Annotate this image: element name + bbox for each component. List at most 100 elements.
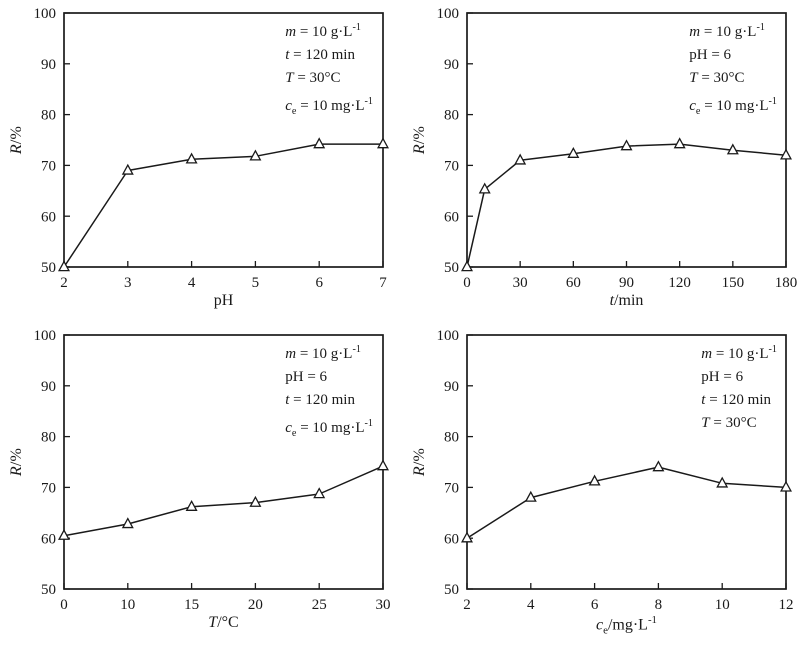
x-axis-label: pH — [64, 292, 383, 310]
text-segment: = 30°C — [709, 415, 757, 431]
plot-svg: 50 60 70 80 90 100 0 30 60 90 120 150 180 — [437, 6, 798, 291]
data-point-marker — [567, 146, 580, 158]
condition-annotation: m = 10 g·L-1 t = 120 min T = 30°C ce = 10 m… — [285, 16, 373, 123]
x-tick-label: 30 — [513, 275, 528, 291]
annotation-line: t = 120 min — [285, 389, 373, 412]
data-point-marker — [249, 495, 262, 507]
data-point-marker — [716, 476, 729, 488]
annotation-line: T = 30°C — [689, 67, 777, 90]
x-axis-label: ce/mg·L-1 — [467, 614, 786, 637]
annotation-line: pH = 6 — [701, 366, 777, 389]
annotation-line: T = 30°C — [701, 412, 777, 435]
plot-frame — [466, 334, 787, 590]
text-segment: = 10 g·L — [296, 346, 353, 362]
text-segment: = 10 g·L — [700, 24, 757, 40]
data-point-marker — [652, 460, 665, 472]
x-tick-label: 20 — [248, 597, 263, 613]
text-segment: -1 — [364, 418, 374, 429]
text-segment: R — [411, 466, 428, 477]
annotation-line: m = 10 g·L-1 — [285, 16, 373, 44]
y-tick-label: 60 — [41, 209, 56, 225]
data-point-marker — [673, 137, 686, 149]
annotation-line: t = 120 min — [285, 44, 373, 67]
y-tick-label: 60 — [444, 209, 459, 225]
x-tick-label: 5 — [252, 275, 260, 291]
text-segment: e — [291, 106, 297, 117]
text-segment: t — [285, 392, 290, 408]
text-segment: /% — [411, 447, 428, 467]
text-segment: e — [695, 106, 701, 117]
text-segment: /% — [8, 447, 25, 467]
text-segment: /min — [614, 292, 644, 309]
annotation-line: ce = 10 mg·L-1 — [689, 90, 777, 123]
data-point-marker — [620, 139, 633, 151]
data-point-marker — [588, 474, 601, 486]
y-tick-label: 50 — [41, 582, 56, 598]
x-tick-label: 120 — [668, 275, 691, 291]
text-segment: = 120 min — [289, 392, 355, 408]
x-tick-label: 15 — [184, 597, 199, 613]
y-tick-label: 80 — [41, 430, 56, 446]
x-tick-label: 0 — [60, 597, 68, 613]
plot-svg: 50 60 70 80 90 100 2 3 4 5 6 7 — [34, 6, 389, 291]
chart-contact-time-effect: 50 60 70 80 90 100 0 30 60 90 120 150 180 R/% t/min … — [403, 0, 807, 322]
annotation-line: pH = 6 — [689, 44, 777, 67]
data-point-marker — [461, 531, 473, 543]
text-segment: /°C — [217, 614, 239, 631]
y-tick-label: 100 — [437, 6, 460, 22]
data-point-marker — [313, 487, 326, 499]
text-segment: e — [291, 428, 297, 439]
y-tick-label: 50 — [444, 582, 459, 598]
y-tick-label: 60 — [41, 531, 56, 547]
data-point-marker — [478, 182, 491, 194]
y-tick-label: 90 — [41, 379, 56, 395]
annotation-line: t = 120 min — [701, 389, 777, 412]
condition-annotation: m = 10 g·L-1 pH = 6 T = 30°C ce = 10 mg·L-1 — [689, 16, 777, 123]
y-tick-label: 90 — [444, 57, 459, 73]
x-tick-label: 30 — [376, 597, 391, 613]
data-point-marker — [58, 260, 70, 272]
text-segment: c — [689, 98, 696, 114]
x-tick-label: 60 — [566, 275, 581, 291]
y-tick-label: 100 — [34, 6, 57, 22]
text-segment: m — [285, 346, 297, 362]
x-tick-label: 2 — [463, 597, 471, 613]
text-segment: m — [285, 24, 297, 40]
data-point-marker — [121, 163, 134, 175]
text-segment: -1 — [647, 614, 657, 626]
y-axis-label: R/% — [411, 448, 429, 476]
text-segment: t — [609, 292, 615, 309]
chart-ph-effect: 50 60 70 80 90 100 2 3 4 5 6 7 R/% pH m = 10 g·L-1 t… — [0, 0, 403, 322]
y-axis-label: R/% — [8, 448, 26, 476]
y-tick-label: 100 — [437, 328, 460, 344]
x-tick-label: 0 — [463, 275, 471, 291]
y-tick-label: 80 — [444, 430, 459, 446]
text-segment: = 10 g·L — [296, 24, 353, 40]
text-segment: R — [8, 144, 25, 155]
y-tick-label: 70 — [444, 481, 459, 497]
annotation-line: m = 10 g·L-1 — [689, 16, 777, 44]
y-tick-label: 90 — [41, 57, 56, 73]
data-line — [63, 143, 383, 268]
x-tick-label: 6 — [315, 275, 323, 291]
text-segment: = 30°C — [697, 70, 745, 86]
x-axis-label: t/min — [467, 292, 786, 310]
text-segment: pH = 6 — [689, 47, 732, 63]
y-tick-label: 80 — [41, 108, 56, 124]
text-segment: R — [8, 466, 25, 477]
x-tick-label: 7 — [379, 275, 387, 291]
y-tick-label: 70 — [444, 159, 459, 175]
text-segment: -1 — [364, 96, 374, 107]
chart-temperature-effect: 50 60 70 80 90 100 0 10 15 20 25 30 R/% T/°C m = 10… — [0, 322, 403, 645]
data-point-marker — [185, 152, 198, 164]
x-tick-label: 8 — [655, 597, 663, 613]
text-segment: -1 — [352, 22, 361, 33]
text-segment: R — [411, 144, 428, 155]
data-point-marker — [58, 528, 70, 540]
y-tick-label: 60 — [444, 531, 459, 547]
annotation-line: pH = 6 — [285, 366, 373, 389]
data-point-marker — [185, 499, 198, 511]
